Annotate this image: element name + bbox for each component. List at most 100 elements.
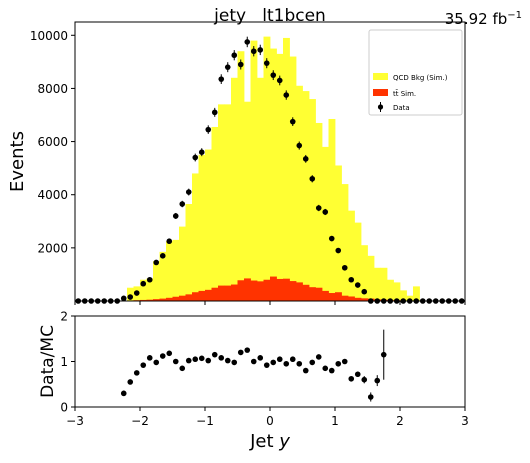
qcd-bar-14 (166, 241, 173, 301)
ttbar-bar-21 (212, 288, 219, 301)
qcd-bar-38 (322, 147, 329, 301)
ratio-ytick-label-1: 1 (60, 355, 68, 369)
ratio-point-29 (309, 360, 315, 366)
luminosity-value: 35.92 fb (445, 10, 508, 28)
main-ytick-label-3: 8000 (37, 82, 68, 96)
data-point-23 (225, 64, 231, 70)
legend-swatch-qcd (373, 73, 388, 80)
qcd-bar-27 (251, 41, 258, 301)
ratio-point-26 (290, 356, 296, 362)
ttbar-bar-20 (205, 290, 212, 301)
ratio-xtick-label-4: 1 (331, 414, 339, 428)
main-y-axis-label: Events (7, 131, 28, 192)
ttbar-bar-19 (199, 291, 206, 301)
data-point-39 (329, 236, 335, 242)
data-point-40 (335, 248, 341, 254)
data-point-38 (322, 209, 328, 215)
ratio-point-7 (166, 351, 172, 357)
ratio-point-37 (361, 377, 367, 383)
ratio-point-20 (251, 359, 257, 365)
data-point-18 (192, 155, 198, 161)
x-axis-label: Jet y (249, 431, 290, 452)
legend-label-qcd: QCD Bkg (Sim.) (393, 74, 448, 82)
data-point-15 (173, 213, 179, 219)
data-point-24 (231, 52, 237, 58)
qcd-bar-23 (225, 104, 232, 301)
ttbar-bar-30 (270, 277, 277, 301)
x-axis-label-text: Jet (249, 431, 279, 452)
ratio-point-1 (127, 379, 133, 385)
data-point-20 (205, 127, 211, 133)
ttbar-bar-25 (238, 280, 245, 301)
data-point-17 (186, 189, 192, 195)
ttbar-bar-29 (264, 280, 271, 301)
ttbar-bar-32 (283, 279, 290, 301)
chart-title: jety lt1bcen (213, 6, 326, 26)
qcd-bar-26 (244, 102, 251, 301)
ratio-point-33 (335, 361, 341, 367)
ratio-data-points (121, 330, 387, 402)
qcd-bar-33 (290, 57, 297, 301)
data-point-19 (199, 149, 205, 155)
x-axis-label-variable: y (278, 431, 290, 452)
ratio-point-36 (355, 371, 361, 377)
main-ytick-label-1: 4000 (37, 188, 68, 202)
ratio-ytick-label-2: 2 (60, 310, 68, 324)
qcd-bar-29 (264, 37, 271, 301)
ratio-point-22 (264, 362, 270, 368)
ratio-point-12 (199, 356, 205, 362)
ttbar-bar-42 (348, 296, 355, 301)
ratio-point-38 (368, 394, 374, 400)
ratio-xtick-label-6: 3 (461, 414, 469, 428)
data-point-32 (283, 92, 289, 98)
qcd-bar-37 (316, 123, 323, 301)
ttbar-bar-31 (277, 279, 284, 301)
data-point-35 (303, 156, 309, 162)
ttbar-bar-26 (244, 278, 251, 301)
data-point-33 (290, 119, 296, 125)
ttbar-bar-28 (257, 281, 264, 301)
ratio-point-13 (205, 358, 211, 364)
ratio-point-17 (231, 360, 237, 366)
data-point-44 (361, 289, 367, 295)
ratio-point-8 (173, 359, 179, 365)
main-ytick-label-0: 2000 (37, 241, 68, 255)
qcd-bar-18 (192, 173, 199, 301)
ratio-point-0 (121, 391, 127, 397)
qcd-bar-30 (270, 49, 277, 301)
ratio-xtick-label-0: −3 (66, 414, 84, 428)
ratio-point-4 (147, 355, 153, 361)
ratio-point-9 (179, 366, 185, 372)
ttbar-bar-38 (322, 291, 329, 301)
ratio-xtick-label-1: −2 (131, 414, 149, 428)
qcd-bar-43 (355, 223, 362, 301)
data-point-41 (342, 265, 348, 271)
qcd-bar-42 (348, 211, 355, 301)
qcd-bar-31 (277, 54, 284, 301)
ratio-point-16 (225, 358, 231, 364)
data-point-7 (121, 296, 127, 302)
ratio-point-40 (381, 352, 387, 358)
ratio-point-5 (153, 360, 159, 366)
luminosity-unit-exponent: −1 (507, 10, 522, 21)
qcd-bar-35 (303, 91, 310, 301)
ratio-point-25 (283, 361, 289, 367)
ttbar-bar-34 (296, 282, 303, 301)
qcd-bar-45 (368, 256, 375, 301)
main-ytick-label-4: 10000 (30, 29, 68, 43)
data-point-9 (134, 290, 140, 296)
ratio-point-24 (277, 356, 283, 362)
ratio-point-10 (186, 358, 192, 364)
qcd-bar-46 (374, 268, 381, 301)
ratio-point-39 (374, 378, 380, 384)
data-point-22 (218, 76, 224, 82)
ratio-point-30 (316, 354, 322, 360)
qcd-bar-16 (179, 227, 186, 301)
ratio-point-18 (238, 350, 244, 356)
qcd-bar-15 (173, 240, 180, 301)
ratio-point-14 (212, 352, 218, 358)
ratio-ytick-label-0: 0 (60, 401, 68, 415)
data-point-28 (257, 47, 263, 53)
data-point-14 (166, 238, 172, 244)
ratio-xtick-label-3: 0 (266, 414, 274, 428)
